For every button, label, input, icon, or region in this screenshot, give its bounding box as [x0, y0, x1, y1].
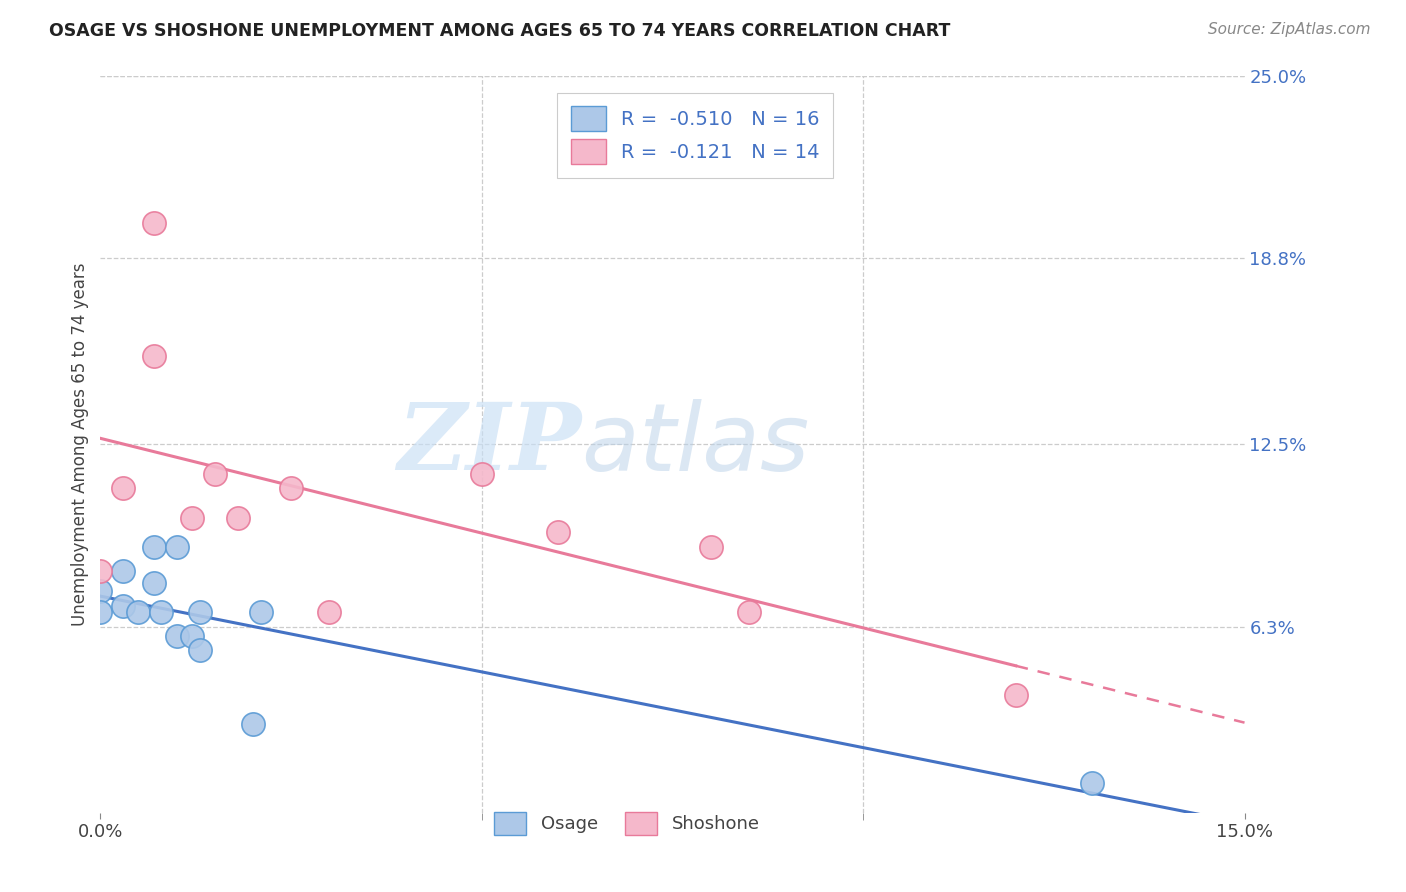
Point: [112, 599, 135, 614]
Point: [89, 605, 111, 619]
Point: [318, 605, 340, 619]
Point: [699, 540, 721, 554]
Point: [89, 584, 111, 599]
Point: [89, 564, 111, 578]
Point: [1081, 776, 1104, 790]
Point: [188, 643, 211, 657]
Point: [547, 525, 569, 540]
Point: [188, 605, 211, 619]
Point: [280, 481, 302, 495]
Point: [226, 510, 249, 524]
Text: ZIP: ZIP: [396, 399, 581, 489]
Point: [142, 216, 165, 230]
Point: [127, 605, 149, 619]
Point: [112, 481, 135, 495]
Legend: Osage, Shoshone: Osage, Shoshone: [485, 803, 769, 844]
Point: [249, 605, 271, 619]
Point: [150, 605, 173, 619]
Point: [112, 564, 135, 578]
Point: [166, 540, 188, 554]
Point: [1004, 688, 1026, 702]
Text: Source: ZipAtlas.com: Source: ZipAtlas.com: [1208, 22, 1371, 37]
Point: [738, 605, 761, 619]
Point: [180, 629, 202, 643]
Text: atlas: atlas: [581, 399, 810, 490]
Point: [204, 467, 226, 481]
Point: [142, 540, 165, 554]
Y-axis label: Unemployment Among Ages 65 to 74 years: Unemployment Among Ages 65 to 74 years: [72, 262, 89, 626]
Point: [142, 575, 165, 590]
Point: [471, 467, 494, 481]
Point: [142, 349, 165, 363]
Text: OSAGE VS SHOSHONE UNEMPLOYMENT AMONG AGES 65 TO 74 YEARS CORRELATION CHART: OSAGE VS SHOSHONE UNEMPLOYMENT AMONG AGE…: [49, 22, 950, 40]
Point: [166, 629, 188, 643]
Point: [180, 510, 202, 524]
Point: [242, 717, 264, 731]
